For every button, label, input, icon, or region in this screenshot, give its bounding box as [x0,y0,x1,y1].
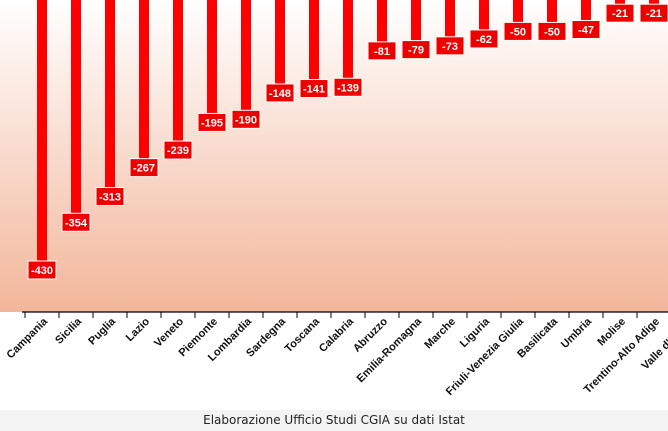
value-label-veneto: -239 [167,145,189,157]
x-axis-ticks [24,312,638,318]
bar-abruzzo [377,0,387,42]
bar-friuli-venezia-giulia [513,0,523,23]
plot-background [0,0,668,312]
value-label-box-molise [605,3,635,23]
value-label-campania: -430 [31,265,53,277]
value-label-box-campania [27,260,57,280]
value-label-trentino-alto-adige: -21 [646,8,662,20]
bar-basilicata [547,0,557,23]
value-label-puglia: -313 [99,192,121,204]
bar-lombardia [241,0,251,111]
bar-calabria [343,0,353,79]
bar-campania [37,0,47,261]
value-label-box-puglia [95,187,125,207]
bar-emilia-romagna [411,0,421,41]
value-label-toscana: -141 [303,84,325,96]
bar-marche [445,0,455,37]
value-label-sicilia: -354 [65,217,88,229]
value-label-piemonte: -195 [201,117,223,129]
bar-molise [615,0,625,5]
chart-plot: -430 -354 -313 -267 -239 -195 -190 -148 -141 -139… [0,0,668,410]
value-label-basilicata: -50 [544,26,560,38]
value-label-box-lombardia [231,109,261,129]
source-note: Elaborazione Ufficio Studi CGIA su dati … [203,413,465,427]
bars-layer: -430 -354 -313 -267 -239 -195 -190 -148 -141 -139… [27,0,668,280]
label-area-background [0,312,668,410]
value-label-box-sicilia [61,212,91,232]
value-label-box-emilia-romagna [401,40,431,60]
value-label-box-liguria [469,29,499,49]
value-label-abruzzo: -81 [374,46,390,58]
value-label-box-trentino-alto-adige [639,3,668,23]
value-label-lombardia: -190 [235,114,257,126]
bar-lazio [139,0,149,159]
bar-umbria [581,0,591,21]
value-label-box-veneto [163,140,193,160]
value-label-box-marche [435,36,465,56]
value-label-box-toscana [299,79,329,99]
value-label-molise: -21 [612,8,628,20]
value-label-box-friuli-venezia-giulia [503,21,533,41]
value-label-box-basilicata [537,21,567,41]
value-label-umbria: -47 [578,25,594,37]
value-label-box-lazio [129,158,159,178]
bar-sicilia [71,0,81,214]
bar-trentino-alto-adige [649,0,659,5]
bar-puglia [105,0,115,188]
value-label-friuli-venezia-giulia: -50 [510,26,526,38]
bar-sardegna [275,0,285,84]
bar-veneto [173,0,183,142]
bar-piemonte [207,0,217,114]
value-label-liguria: -62 [476,34,492,46]
value-label-box-calabria [333,77,363,97]
value-label-calabria: -139 [337,82,359,94]
value-label-box-sardegna [265,83,295,103]
bar-toscana [309,0,319,80]
value-label-box-umbria [571,20,601,40]
value-label-box-abruzzo [367,41,397,61]
value-label-box-piemonte [197,112,227,132]
value-label-lazio: -267 [133,163,155,175]
value-label-sardegna: -148 [269,88,291,100]
value-label-marche: -73 [442,41,458,53]
bar-liguria [479,0,489,30]
value-label-emilia-romagna: -79 [408,45,424,57]
